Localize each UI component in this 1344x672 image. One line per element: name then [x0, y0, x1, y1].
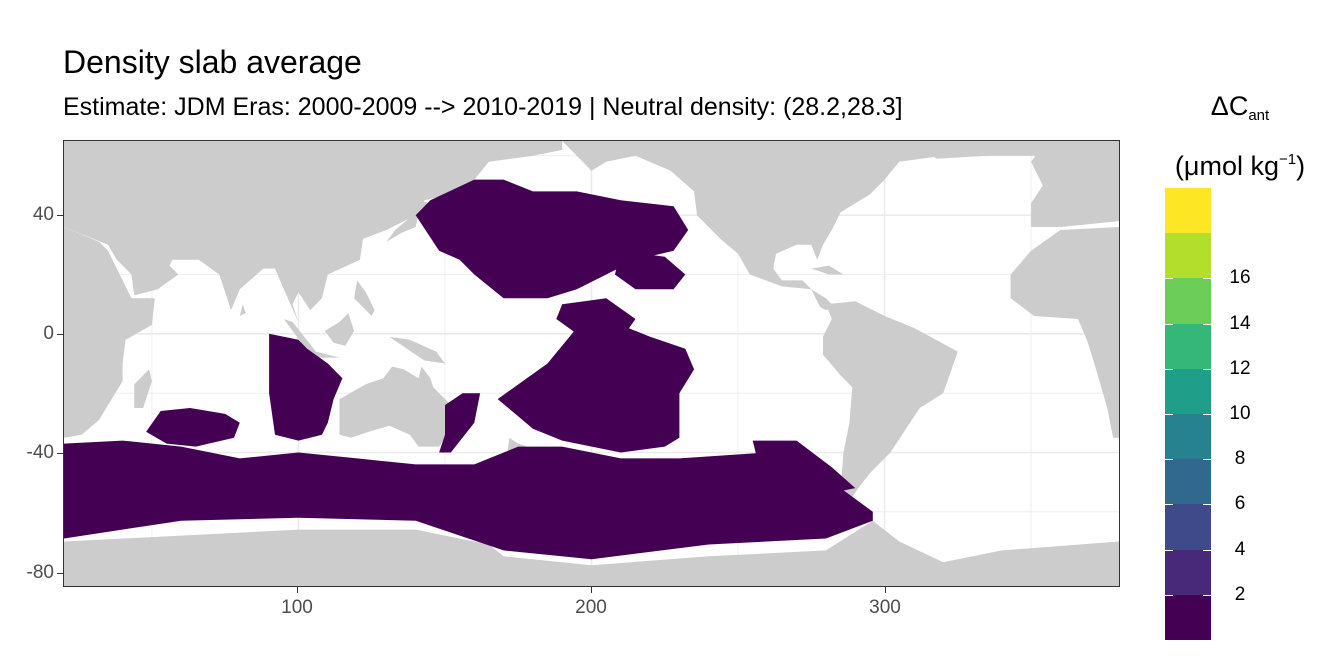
land-newguinea	[389, 336, 445, 364]
land-north-america	[562, 141, 1119, 311]
legend-label: 12	[1229, 357, 1251, 379]
land-japan	[386, 200, 431, 242]
legend-band	[1165, 323, 1211, 369]
field-indian-sw	[146, 408, 240, 447]
legend-band	[1165, 278, 1211, 324]
legend-band	[1165, 414, 1211, 460]
y-tick-label: -80	[26, 562, 54, 583]
legend-label: 10	[1229, 403, 1251, 424]
legend-band	[1165, 549, 1211, 595]
y-tick-mark	[57, 334, 63, 335]
legend-tick	[1165, 459, 1173, 461]
y-tick-mark	[57, 573, 63, 574]
field-south-pacific	[497, 319, 695, 453]
y-tick-label: -40	[26, 442, 54, 463]
land-australia	[339, 366, 454, 447]
legend-tick	[1203, 414, 1211, 415]
chart-subtitle: Estimate: JDM Eras: 2000-2009 --> 2010-2…	[63, 93, 903, 121]
land-africa-east	[1010, 227, 1119, 438]
legend-label: 2	[1234, 583, 1246, 605]
legend-colorbar	[1165, 188, 1211, 640]
land-eurasia	[64, 141, 563, 322]
field-central-pacific	[556, 298, 636, 340]
legend-tick	[1165, 368, 1173, 370]
legend-title-main: ΔC	[1210, 91, 1249, 121]
x-tick-label: 300	[869, 597, 901, 618]
legend-band	[1165, 459, 1211, 505]
legend-tick	[1165, 549, 1173, 551]
x-tick-mark	[591, 587, 592, 593]
field-north-pacific-east	[614, 250, 686, 290]
x-tick-mark	[297, 587, 298, 593]
legend-tick	[1203, 368, 1211, 370]
legend-label: 4	[1234, 538, 1246, 560]
legend-tick	[1203, 278, 1211, 280]
land-cuba	[811, 265, 844, 275]
land-greenland	[899, 141, 1002, 159]
y-tick-label: 40	[32, 204, 54, 225]
land-philippines	[354, 280, 375, 316]
legend-band	[1165, 233, 1211, 279]
legend-tick	[1165, 594, 1173, 596]
legend-title-unit-close: )	[1296, 151, 1306, 181]
field-southern-ocean	[64, 440, 873, 560]
delta-cant-field	[64, 179, 873, 560]
legend-label: 16	[1229, 267, 1251, 289]
y-tick-mark	[57, 215, 63, 216]
legend-label: 8	[1234, 448, 1246, 470]
land-borneo	[324, 313, 355, 346]
legend-band	[1165, 188, 1211, 234]
land-britain	[1042, 161, 1055, 186]
legend-band	[1165, 504, 1211, 550]
legend-title-unit-sup: −1	[1278, 151, 1297, 168]
legend-tick	[1165, 414, 1173, 415]
land-antarctica	[64, 520, 1119, 586]
y-tick-mark	[57, 453, 63, 454]
land-sri-lanka	[239, 304, 246, 316]
legend-band	[1165, 594, 1211, 640]
x-tick-label: 200	[575, 597, 607, 618]
legend-label: 6	[1234, 493, 1246, 515]
land-mass	[64, 141, 1119, 586]
map-svg	[64, 141, 1119, 586]
legend-title-sub: ant	[1248, 107, 1270, 124]
legend-tick	[1203, 504, 1211, 506]
land-africa	[64, 227, 155, 438]
field-tasman	[439, 393, 481, 453]
x-tick-label: 100	[281, 597, 313, 618]
legend-label: 14	[1229, 312, 1251, 334]
legend-tick	[1203, 459, 1211, 461]
y-tick-label: 0	[43, 323, 54, 344]
legend-title-unit: (μmol kg	[1174, 151, 1279, 181]
legend-band	[1165, 368, 1211, 414]
legend-tick	[1203, 594, 1211, 596]
land-madagascar	[134, 369, 152, 408]
land-sumatra-java	[283, 319, 340, 358]
map-panel	[63, 140, 1120, 587]
legend-tick	[1165, 504, 1173, 506]
legend-tick	[1203, 549, 1211, 551]
legend-tick	[1165, 278, 1173, 280]
field-indian-ocean	[269, 333, 343, 441]
legend-tick	[1203, 323, 1211, 325]
legend-title: ΔCant (μmol kg−1)	[1160, 84, 1320, 188]
legend-tick	[1165, 323, 1173, 325]
field-north-pacific	[415, 179, 689, 299]
land-south-america	[823, 301, 958, 497]
x-tick-mark	[885, 587, 886, 593]
field-south-atlantic-patch	[752, 440, 856, 497]
chart-title: Density slab average	[63, 44, 362, 80]
